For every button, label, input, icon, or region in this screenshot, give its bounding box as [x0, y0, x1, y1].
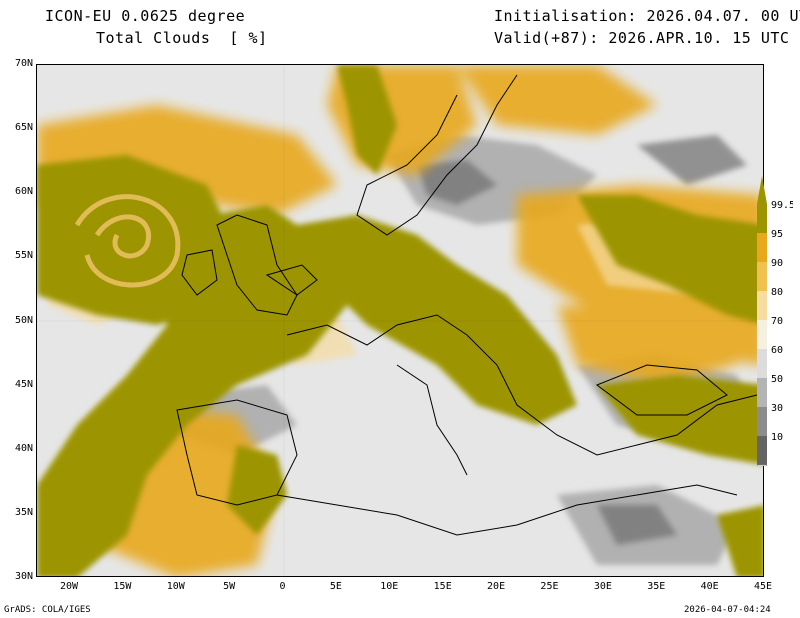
cloud-field: [37, 65, 763, 576]
colorbar-label: 10: [771, 432, 783, 443]
colorbar-label: 70: [771, 316, 783, 327]
colorbar-label: 99.5: [771, 200, 793, 211]
colorbar-label: 95: [771, 229, 783, 240]
colorbar-label: 30: [771, 403, 783, 414]
variable-title: Total Clouds [ %]: [96, 29, 268, 47]
lon-label: 10W: [166, 581, 185, 592]
colorbar-swatch: [757, 262, 767, 291]
colorbar-swatch: [757, 233, 767, 262]
lat-label: 55N: [14, 250, 33, 262]
lat-label: 65N: [14, 122, 33, 134]
colorbar-swatch: [757, 291, 767, 320]
colorbar-label: 60: [771, 345, 783, 356]
lon-label: 5E: [329, 581, 342, 592]
colorbar-swatch: [757, 378, 767, 407]
cloud-map: [36, 64, 764, 577]
lon-label: 30E: [593, 581, 612, 592]
colorbar-swatch: [757, 204, 767, 233]
grads-credit: GrADS: COLA/IGES: [4, 605, 91, 615]
lon-label: 15E: [433, 581, 452, 592]
colorbar-swatch: [757, 320, 767, 349]
lat-label: 35N: [14, 506, 33, 518]
lat-label: 45N: [14, 378, 33, 390]
lon-label: 40E: [700, 581, 719, 592]
colorbar-arrow-bottom: [757, 464, 768, 466]
valid-time: Valid(+87): 2026.APR.10. 15 UTC: [494, 29, 790, 47]
colorbar-swatch: [757, 349, 767, 378]
colorbar-swatch: [757, 407, 767, 436]
colorbar-label: 80: [771, 287, 783, 298]
model-title: ICON-EU 0.0625 degree: [45, 7, 246, 25]
colorbar-label: 90: [771, 258, 783, 269]
init-time: Initialisation: 2026.04.07. 00 UTC: [494, 7, 800, 25]
lat-label: 60N: [14, 186, 33, 198]
lon-label: 20E: [487, 581, 506, 592]
lon-label: 45E: [753, 581, 773, 592]
render-timestamp: 2026-04-07-04:24: [684, 605, 771, 615]
lat-label: 40N: [14, 442, 33, 454]
lon-label: 0: [279, 581, 286, 592]
lat-label: 70N: [14, 58, 33, 69]
colorbar: 99.5 95 90 80 70 60 50 30 10: [757, 176, 793, 466]
lat-label: 30N: [14, 571, 33, 582]
lon-label: 10E: [380, 581, 399, 592]
lon-label: 15W: [113, 581, 132, 592]
lon-label: 20W: [59, 581, 79, 592]
colorbar-arrow: [757, 176, 767, 204]
lat-label: 50N: [14, 314, 33, 326]
lon-label: 25E: [540, 581, 559, 592]
lon-label: 5W: [223, 581, 236, 592]
colorbar-label: 50: [771, 374, 783, 385]
lon-label: 35E: [647, 581, 666, 592]
colorbar-swatch: [757, 436, 767, 465]
